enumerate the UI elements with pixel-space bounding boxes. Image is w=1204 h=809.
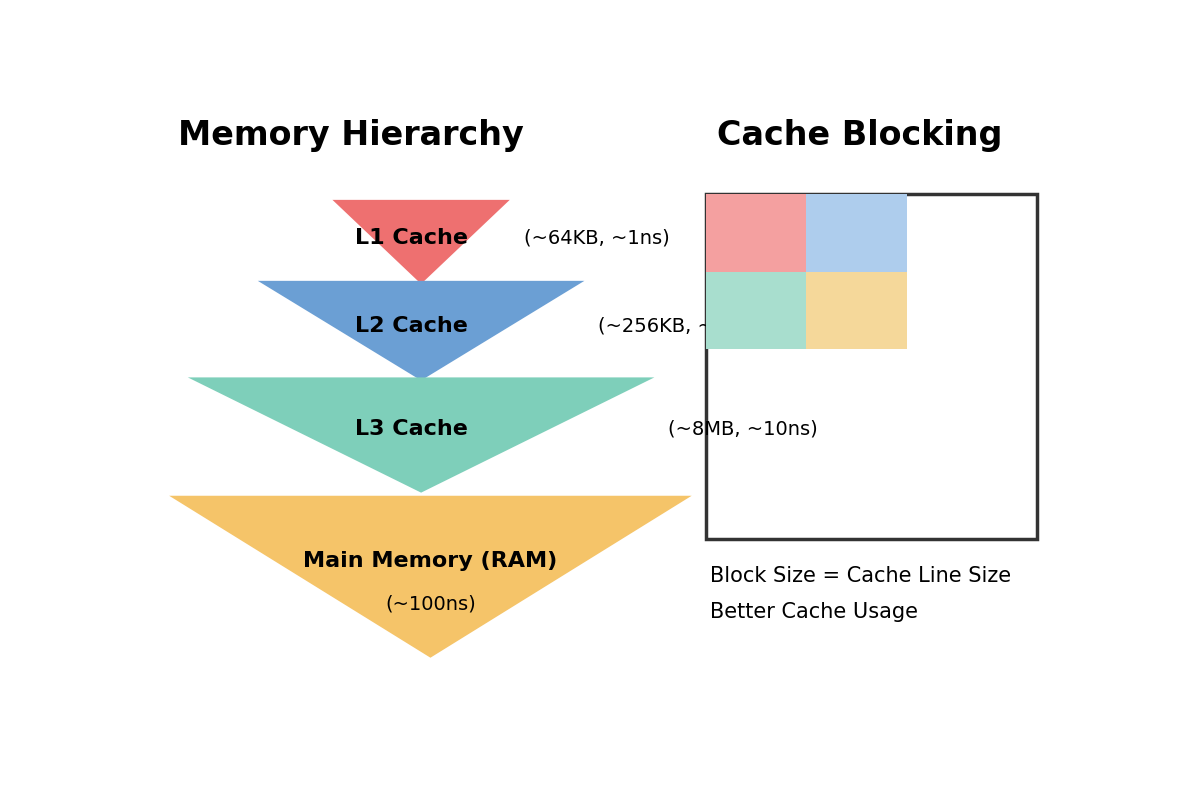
Text: Better Cache Usage: Better Cache Usage [710, 602, 919, 621]
Text: (~64KB, ~1ns): (~64KB, ~1ns) [524, 228, 669, 248]
Text: (~100ns): (~100ns) [385, 595, 476, 614]
Polygon shape [332, 200, 509, 284]
Text: (~8MB, ~10ns): (~8MB, ~10ns) [668, 420, 819, 438]
Text: (~256KB, ~4ns): (~256KB, ~4ns) [598, 316, 756, 335]
Text: Memory Hierarchy: Memory Hierarchy [178, 119, 524, 152]
Bar [807, 193, 908, 272]
Bar [706, 193, 807, 272]
Text: L3 Cache: L3 Cache [355, 419, 468, 439]
Text: Block Size = Cache Line Size: Block Size = Cache Line Size [710, 565, 1011, 586]
Polygon shape [188, 377, 655, 493]
Polygon shape [258, 281, 584, 380]
Bar [706, 272, 807, 349]
Text: L2 Cache: L2 Cache [355, 316, 468, 336]
Text: L1 Cache: L1 Cache [355, 227, 468, 248]
Bar [706, 193, 1037, 540]
Bar [807, 272, 908, 349]
Polygon shape [169, 496, 692, 658]
Text: Cache Blocking: Cache Blocking [716, 119, 1003, 152]
Text: Main Memory (RAM): Main Memory (RAM) [303, 551, 557, 570]
